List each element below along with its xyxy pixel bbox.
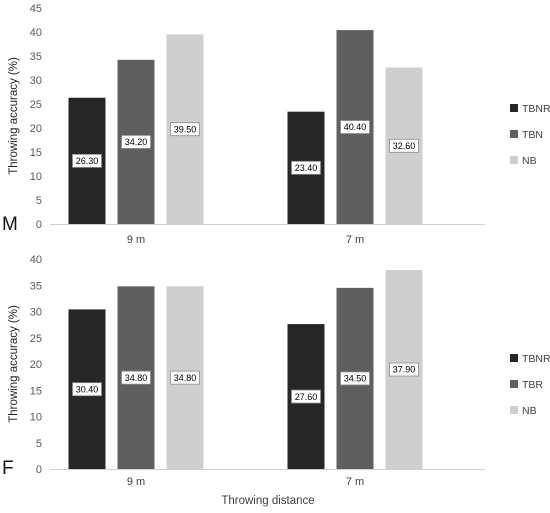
legend: TBNR TBN NB (510, 103, 550, 167)
y-tick-label: 25 (30, 333, 42, 345)
legend-swatch (510, 354, 518, 362)
y-tick-label: 5 (36, 438, 42, 450)
data-label: 40.40 (344, 122, 367, 132)
y-tick-label: 5 (36, 195, 42, 207)
y-tick-label: 45 (30, 3, 42, 15)
x-category-label: 7 m (346, 476, 364, 488)
data-label: 34.80 (174, 373, 197, 383)
y-tick-label: 30 (30, 75, 42, 87)
data-label: 34.80 (125, 373, 148, 383)
legend-label: NB (522, 405, 537, 417)
legend-swatch (510, 130, 518, 138)
legend-swatch (510, 380, 518, 388)
legend-swatch (510, 104, 518, 112)
legend: TBNR TBR NB (510, 353, 550, 417)
legend-label: NB (522, 155, 537, 167)
y-tick-label: 25 (30, 99, 42, 111)
legend-label: TBN (522, 129, 543, 141)
legend-label: TBR (522, 379, 543, 391)
panel-label: F (2, 458, 14, 479)
data-label: 30.40 (76, 384, 99, 394)
data-label-box (72, 153, 102, 168)
data-label-box (72, 382, 102, 397)
x-category-label: 9 m (127, 234, 145, 246)
legend-swatch (510, 156, 518, 164)
data-label-box (291, 389, 321, 404)
x-category-label: 7 m (346, 234, 364, 246)
data-label: 27.60 (295, 392, 318, 402)
legend-label: TBNR (522, 103, 550, 115)
data-label: 26.30 (76, 156, 99, 166)
data-label-box (170, 122, 200, 137)
y-axis-label: Throwing accuracy (%) (8, 57, 20, 175)
chart-m: 0 5 10 15 20 25 30 35 40 45 Throwing accuracy (%) M… (2, 3, 550, 246)
data-label-box (170, 370, 200, 385)
y-axis-ticks: 0 5 10 15 20 25 30 35 40 45 (30, 3, 42, 231)
data-label: 32.60 (393, 141, 416, 151)
data-label: 39.50 (174, 124, 197, 134)
y-tick-label: 15 (30, 385, 42, 397)
y-tick-label: 40 (30, 254, 42, 266)
y-tick-label: 20 (30, 359, 42, 371)
chart-f: 0 5 10 15 20 25 30 35 40 Throwing accuracy (%) F 30… (2, 254, 550, 507)
y-tick-label: 40 (30, 27, 42, 39)
y-tick-label: 10 (30, 412, 42, 424)
legend-swatch (510, 406, 518, 414)
y-tick-label: 10 (30, 171, 42, 183)
data-label-box (121, 370, 151, 385)
y-tick-label: 30 (30, 307, 42, 319)
data-label-box (340, 371, 370, 386)
data-label-box (389, 362, 419, 377)
data-label-box (291, 160, 321, 175)
data-label: 23.40 (295, 163, 318, 173)
data-label-box (340, 120, 370, 134)
y-axis-label: Throwing accuracy (%) (8, 305, 20, 423)
y-tick-label: 0 (36, 219, 42, 231)
y-tick-label: 15 (30, 147, 42, 159)
y-tick-label: 0 (36, 464, 42, 476)
legend-label: TBNR (522, 353, 550, 365)
data-label: 34.50 (344, 374, 367, 384)
data-label-box (389, 138, 419, 153)
y-tick-label: 35 (30, 51, 42, 63)
y-tick-label: 35 (30, 280, 42, 292)
data-label-box (121, 135, 151, 149)
y-axis-ticks: 0 5 10 15 20 25 30 35 40 (30, 254, 42, 476)
panel-label: M (2, 214, 18, 235)
data-label: 37.90 (393, 365, 416, 375)
y-tick-label: 20 (30, 123, 42, 135)
x-category-label: 9 m (127, 476, 145, 488)
data-label: 34.20 (125, 137, 148, 147)
x-axis-label: Throwing distance (221, 495, 314, 507)
